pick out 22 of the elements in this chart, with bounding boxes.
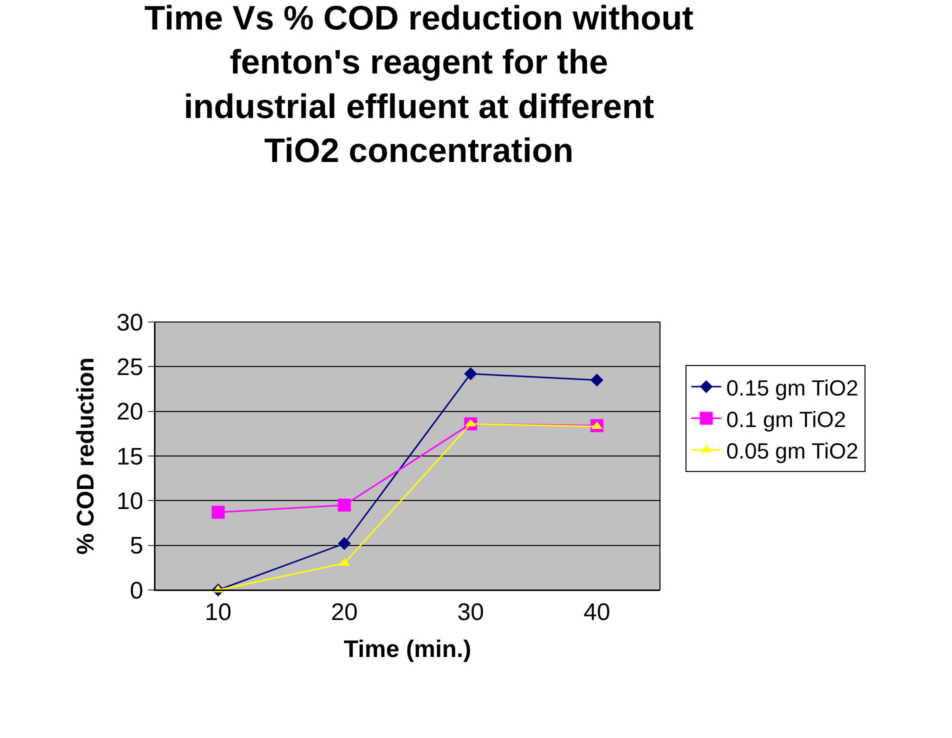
point: [212, 506, 225, 519]
y-tick-label: 15: [116, 443, 144, 470]
x-tick-label: 30: [457, 598, 484, 626]
y-axis-title: % COD reduction: [72, 357, 100, 555]
legend-label: 0.15 gm TiO2: [726, 375, 858, 400]
x-tick-label: 20: [331, 598, 358, 626]
chart-title: Time Vs % COD reduction without fenton's reagent for the industrial effluent at different TiO2 concentration: [144, 0, 694, 170]
y-tick-label: 20: [116, 398, 144, 426]
y-tick-label: 5: [130, 532, 144, 560]
point: [338, 498, 351, 512]
legend-label: 0.1 gm TiO2: [726, 406, 846, 432]
point: [338, 537, 351, 550]
y-tick-label: 0: [130, 577, 144, 604]
x-tick-label: 10: [204, 598, 232, 626]
point: [464, 367, 478, 380]
x-tick-label: 40: [584, 598, 610, 626]
x-axis-title: Time (min.): [344, 636, 472, 664]
point: [590, 374, 604, 387]
y-tick-label: 25: [116, 354, 144, 382]
y-tick-label: 10: [116, 488, 144, 516]
y-tick-label: 30: [116, 309, 144, 336]
legend-label: 0.05 gm TiO2: [726, 438, 858, 464]
